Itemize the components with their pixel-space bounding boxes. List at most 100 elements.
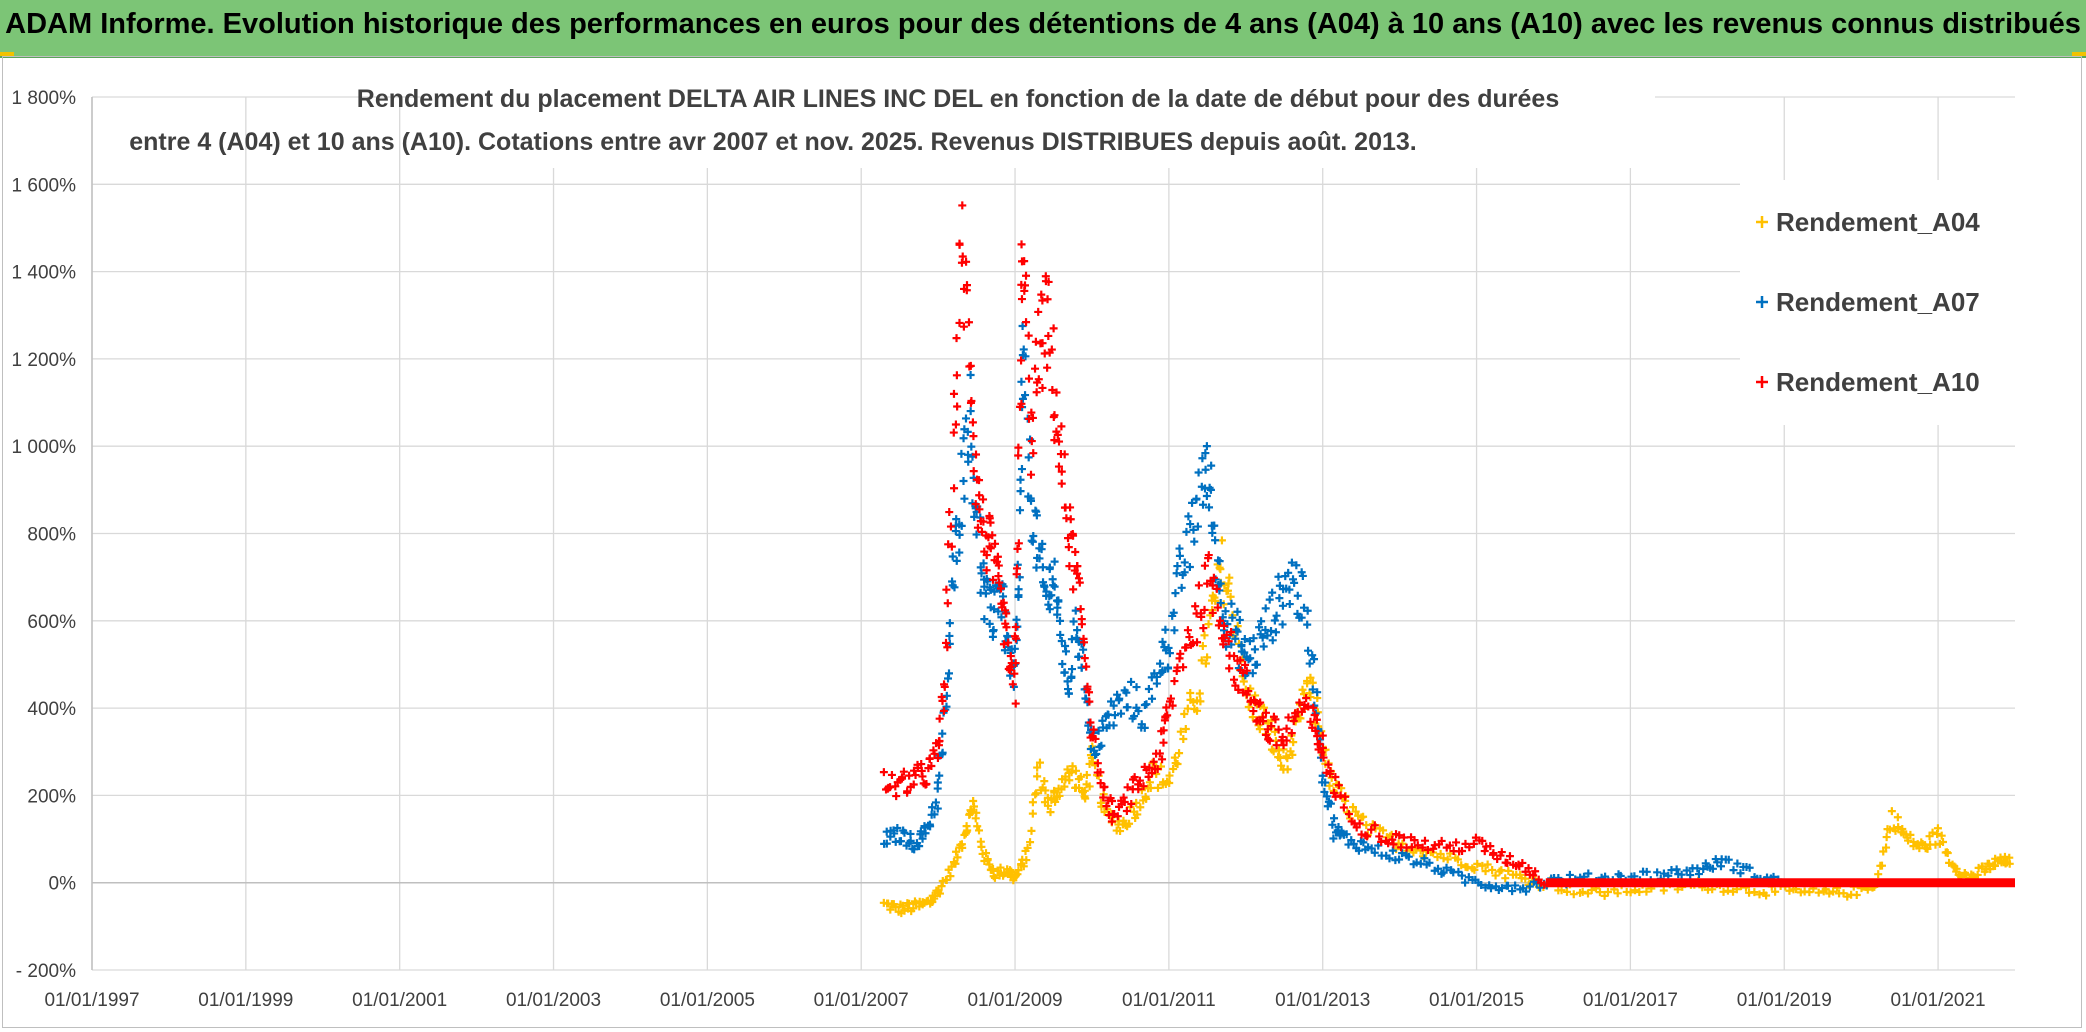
data-point <box>961 414 970 423</box>
data-point <box>933 778 942 787</box>
data-point <box>1054 462 1063 471</box>
data-point <box>1089 725 1098 734</box>
data-point <box>1719 887 1728 896</box>
data-point <box>1276 753 1285 762</box>
data-point <box>1133 810 1142 819</box>
data-point <box>1019 345 1028 354</box>
data-point <box>1085 688 1094 697</box>
data-point <box>999 598 1008 607</box>
data-point <box>906 836 915 845</box>
data-point <box>947 542 956 551</box>
data-point <box>1267 626 1276 635</box>
data-point <box>1436 849 1445 858</box>
data-point <box>911 771 920 780</box>
data-point <box>1261 730 1270 739</box>
data-point <box>1127 677 1136 686</box>
data-point <box>1074 652 1083 661</box>
data-point <box>1501 874 1510 883</box>
data-point <box>1082 662 1091 671</box>
data-point <box>1287 729 1296 738</box>
data-point <box>989 575 998 584</box>
data-point <box>1973 870 1982 879</box>
data-point <box>1198 642 1207 651</box>
data-point <box>962 257 971 266</box>
data-point <box>1200 631 1209 640</box>
data-point <box>983 577 992 586</box>
data-point <box>1081 794 1090 803</box>
data-point <box>1284 713 1293 722</box>
data-point <box>1442 863 1451 872</box>
data-point <box>887 770 896 779</box>
data-point <box>1395 831 1404 840</box>
data-point <box>1014 451 1023 460</box>
data-point <box>1021 352 1030 361</box>
data-point <box>1260 703 1269 712</box>
data-point <box>1221 607 1230 616</box>
data-point <box>1198 454 1207 463</box>
data-point <box>935 737 944 745</box>
y-tick-label: 1 800% <box>12 88 77 109</box>
data-point <box>1336 791 1345 800</box>
data-point <box>1069 585 1078 594</box>
data-point <box>1069 617 1078 626</box>
data-point <box>1283 765 1292 774</box>
data-point <box>931 798 940 807</box>
data-point <box>1310 655 1319 664</box>
data-point <box>1175 749 1184 758</box>
data-point <box>1038 296 1047 305</box>
data-point <box>1025 374 1033 383</box>
data-point <box>928 803 937 812</box>
data-point <box>1181 725 1190 734</box>
data-point <box>1785 886 1794 895</box>
data-point <box>1334 823 1343 832</box>
data-point <box>942 691 951 700</box>
x-tick-label: 01/01/2015 <box>1429 990 1524 1011</box>
data-point <box>955 530 964 539</box>
data-point <box>1008 680 1017 689</box>
data-point <box>1197 656 1206 665</box>
data-point <box>1699 865 1708 874</box>
data-point <box>1053 430 1062 439</box>
y-tick-label: 600% <box>27 612 76 633</box>
data-point <box>1201 465 1210 474</box>
data-point <box>1249 634 1258 643</box>
data-point <box>1011 634 1020 643</box>
data-point <box>903 788 912 797</box>
data-point <box>1270 616 1279 625</box>
data-point <box>1716 862 1725 871</box>
data-point <box>972 450 981 459</box>
data-point <box>1017 356 1026 365</box>
data-point <box>960 494 969 503</box>
data-point <box>1005 666 1014 675</box>
data-point <box>1077 663 1086 672</box>
data-point <box>949 389 958 398</box>
data-point <box>1048 575 1057 584</box>
y-tick-label: 1 000% <box>12 437 77 458</box>
data-point <box>1265 736 1274 745</box>
data-point <box>1193 522 1202 531</box>
data-point <box>990 605 999 614</box>
data-point <box>1208 608 1217 617</box>
data-point <box>1470 865 1479 874</box>
data-point <box>1117 709 1126 718</box>
banner-corner-left <box>0 52 14 56</box>
data-point <box>1195 689 1204 698</box>
data-point <box>1222 630 1231 639</box>
data-point <box>1642 867 1651 876</box>
data-point <box>1603 887 1612 896</box>
data-point <box>972 530 981 539</box>
data-point <box>1180 709 1189 718</box>
data-point <box>944 669 953 678</box>
data-point <box>1162 703 1171 712</box>
data-point <box>1452 838 1461 847</box>
data-point <box>1130 712 1139 721</box>
data-point <box>1013 544 1022 553</box>
data-point <box>1587 886 1596 895</box>
data-point <box>1170 677 1179 686</box>
data-point <box>1272 611 1281 620</box>
data-point <box>1497 884 1506 893</box>
data-point <box>950 583 959 592</box>
data-point <box>1228 613 1237 622</box>
data-point <box>1065 776 1074 785</box>
data-point <box>1308 685 1317 694</box>
